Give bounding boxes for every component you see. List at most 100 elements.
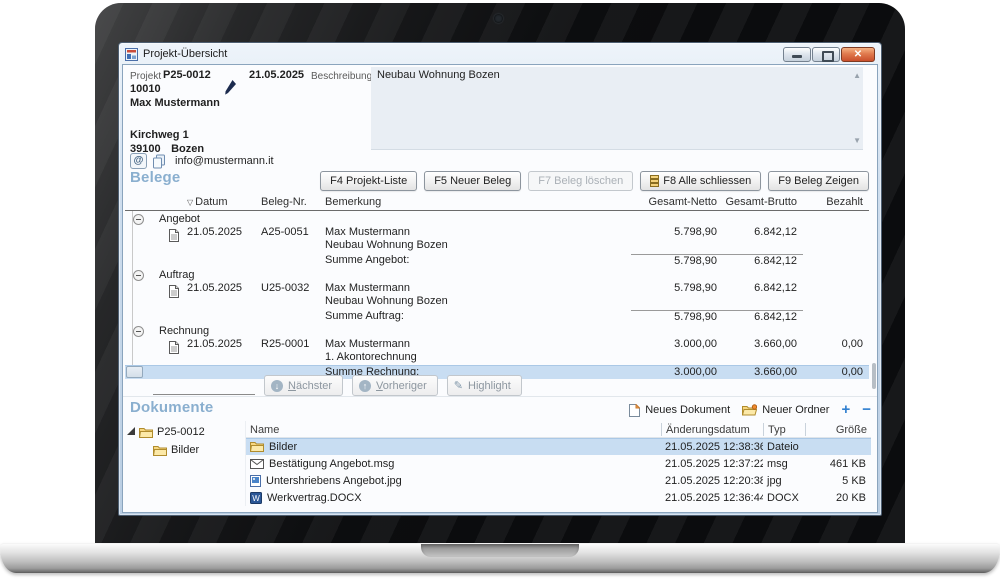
document-icon — [169, 229, 179, 242]
file-date: 21.05.2025 12:38:36 — [665, 440, 763, 453]
belege-grid-header[interactable]: ▽ Datum Beleg-Nr. Bemerkung Gesamt-Netto … — [125, 195, 869, 211]
collapse-icon[interactable] — [133, 326, 144, 337]
beleg-brutto: 3.660,00 — [754, 338, 797, 350]
edit-pen-icon[interactable] — [223, 79, 237, 95]
beleg-datum: 21.05.2025 — [187, 226, 243, 238]
group-row-rechnung[interactable]: Rechnung — [125, 323, 869, 338]
scrollbar-thumb[interactable] — [872, 363, 876, 389]
tree-item-bilder[interactable]: Bilder — [127, 441, 243, 459]
group-row-angebot[interactable]: Angebot — [125, 211, 869, 226]
expand-tree-button[interactable]: + — [841, 401, 851, 418]
beleg-brutto: 6.842,12 — [754, 282, 797, 294]
file-row[interactable]: Bestätigung Angebot.msg 21.05.2025 12:37… — [246, 455, 871, 472]
projekt-label: Projekt — [130, 71, 162, 82]
customer-zip: 39100 — [130, 143, 161, 155]
column-header-name[interactable]: Name — [250, 423, 280, 436]
column-header-datum[interactable]: ▽ Datum — [187, 196, 228, 208]
row-selector[interactable] — [126, 366, 143, 378]
file-name: Untershriebens Angebot.jpg — [266, 474, 402, 487]
next-button[interactable]: ↓ Nächster — [264, 375, 344, 396]
collapse-icon[interactable] — [133, 270, 144, 281]
laptop-base — [0, 543, 1000, 573]
scroll-up-icon[interactable]: ▲ — [853, 71, 861, 80]
projekt-date: 21.05.2025 — [249, 69, 305, 81]
beleg-netto: 5.798,90 — [674, 282, 717, 294]
f8-alle-schliessen-button[interactable]: F8 Alle schliessen — [640, 171, 762, 191]
tree-item-project[interactable]: P25-0012 — [127, 423, 243, 441]
beleg-row[interactable]: 21.05.2025 R25-0001 Max Mustermann 1. Ak… — [125, 338, 869, 365]
column-header-typ[interactable]: Typ — [763, 422, 805, 436]
column-header-datum[interactable]: Änderungsdatum — [661, 422, 763, 436]
f9-beleg-zeigen-button[interactable]: F9 Beleg Zeigen — [768, 171, 869, 191]
button-label: F5 Neuer Beleg — [434, 175, 512, 187]
dokumente-file-list: Name Änderungsdatum Typ Größe Bilder — [245, 421, 871, 506]
scroll-down-icon[interactable]: ▼ — [853, 136, 861, 145]
laptop-screen-bezel: Projekt-Übersicht ✕ Projekt P25-0012 21.… — [95, 3, 905, 545]
beschreibung-field[interactable]: Neubau Wohnung Bozen ▲ ▼ — [371, 67, 863, 150]
summe-row-angebot[interactable]: Summe Angebot: 5.798,90 6.842,12 — [125, 253, 869, 267]
tree-expanded-icon[interactable] — [127, 427, 135, 435]
column-header-bemerkung[interactable]: Bemerkung — [325, 196, 382, 208]
file-size: 20 KB — [836, 491, 866, 504]
button-label: F9 Beleg Zeigen — [778, 175, 859, 187]
collapse-tree-button[interactable]: − — [862, 401, 871, 418]
summe-brutto: 3.660,00 — [754, 366, 797, 378]
email-address[interactable]: info@mustermann.it — [175, 155, 274, 167]
beleg-netto: 3.000,00 — [674, 338, 717, 350]
sort-icon: ▽ — [187, 198, 194, 207]
app-icon — [125, 47, 138, 61]
projekt-number: P25-0012 — [163, 69, 211, 81]
column-header-groesse[interactable]: Größe — [805, 422, 871, 436]
collapse-all-icon — [650, 175, 660, 187]
f4-projekt-liste-button[interactable]: F4 Projekt-Liste — [320, 171, 418, 191]
collapse-icon[interactable] — [133, 214, 144, 225]
column-header-bezahlt[interactable]: Bezahlt — [826, 196, 863, 208]
word-file-icon: W — [250, 491, 262, 504]
email-icon[interactable]: @ — [130, 153, 147, 169]
beleg-row[interactable]: 21.05.2025 A25-0051 Max Mustermann Neuba… — [125, 226, 869, 253]
neues-dokument-button[interactable]: Neues Dokument — [629, 403, 731, 417]
beleg-bezahlt: 0,00 — [841, 338, 863, 350]
f5-neuer-beleg-button[interactable]: F5 Neuer Beleg — [424, 171, 522, 191]
maximize-button[interactable] — [812, 46, 840, 62]
belege-scrollbar[interactable] — [870, 195, 876, 391]
file-name: Werkvertrag.DOCX — [267, 491, 362, 504]
file-name: Bilder — [269, 440, 298, 453]
highlight-button[interactable]: ✎ Highlight — [446, 375, 522, 396]
minimize-button[interactable] — [783, 46, 811, 62]
group-name: Auftrag — [159, 269, 195, 281]
summe-brutto: 6.842,12 — [723, 309, 803, 323]
beschreibung-text: Neubau Wohnung Bozen — [377, 69, 500, 81]
folder-icon — [153, 445, 167, 456]
summe-label: Summe Auftrag: — [325, 310, 404, 322]
button-label: Neues Dokument — [645, 404, 731, 416]
button-label: F8 Alle schliessen — [663, 175, 752, 187]
section-divider — [123, 396, 877, 397]
beleg-row[interactable]: 21.05.2025 U25-0032 Max Mustermann Neuba… — [125, 282, 869, 309]
arrow-up-icon: ↑ — [359, 379, 372, 392]
arrow-down-icon: ↓ — [271, 379, 283, 392]
previous-button[interactable]: ↑ Vorheriger — [352, 375, 438, 396]
beleg-bemerkung: Max Mustermann 1. Akontorechnung — [325, 338, 417, 363]
file-size: 461 KB — [829, 457, 866, 470]
group-row-auftrag[interactable]: Auftrag — [125, 267, 869, 282]
column-header-belegnr[interactable]: Beleg-Nr. — [261, 196, 307, 208]
column-header-brutto[interactable]: Gesamt-Brutto — [725, 196, 797, 208]
image-file-icon — [250, 474, 261, 487]
close-button[interactable]: ✕ — [841, 46, 875, 62]
file-row[interactable]: W Werkvertrag.DOCX 21.05.2025 12:36:44 D… — [246, 489, 871, 506]
file-list-header[interactable]: Name Änderungsdatum Typ Größe — [246, 421, 871, 438]
neuer-ordner-button[interactable]: Neuer Ordner — [742, 404, 829, 416]
file-row-selected[interactable]: Bilder 21.05.2025 12:38:36 Dateio — [246, 438, 871, 455]
beleg-brutto: 6.842,12 — [754, 226, 797, 238]
summe-bezahlt: 0,00 — [841, 366, 863, 378]
search-input[interactable] — [153, 376, 255, 395]
summe-label: Summe Angebot: — [325, 254, 410, 266]
column-header-netto[interactable]: Gesamt-Netto — [648, 196, 717, 208]
tree-item-label: P25-0012 — [157, 426, 205, 438]
file-row[interactable]: Untershriebens Angebot.jpg 21.05.2025 12… — [246, 472, 871, 489]
tree-guide-line — [132, 211, 133, 371]
copy-icon[interactable] — [152, 154, 166, 169]
summe-row-auftrag[interactable]: Summe Auftrag: 5.798,90 6.842,12 — [125, 309, 869, 323]
